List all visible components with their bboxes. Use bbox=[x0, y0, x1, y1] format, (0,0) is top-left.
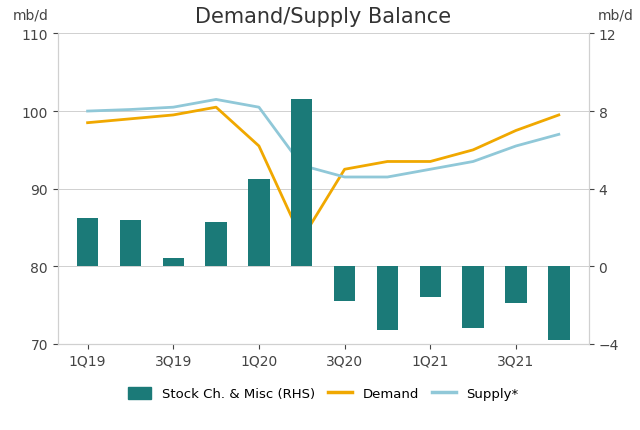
Bar bbox=[463, 267, 484, 329]
Text: mb/d: mb/d bbox=[12, 8, 49, 22]
Bar bbox=[120, 220, 141, 267]
Bar bbox=[377, 267, 398, 330]
Bar bbox=[205, 222, 227, 267]
Bar bbox=[548, 267, 570, 340]
Bar bbox=[420, 267, 441, 298]
Bar bbox=[334, 267, 355, 301]
Text: mb/d: mb/d bbox=[598, 8, 634, 22]
Bar bbox=[248, 180, 269, 267]
Bar bbox=[505, 267, 527, 303]
Bar bbox=[163, 259, 184, 267]
Bar bbox=[77, 218, 99, 267]
Legend: Stock Ch. & Misc (RHS), Demand, Supply*: Stock Ch. & Misc (RHS), Demand, Supply* bbox=[122, 381, 524, 405]
Title: Demand/Supply Balance: Demand/Supply Balance bbox=[195, 7, 451, 28]
Bar bbox=[291, 100, 312, 267]
